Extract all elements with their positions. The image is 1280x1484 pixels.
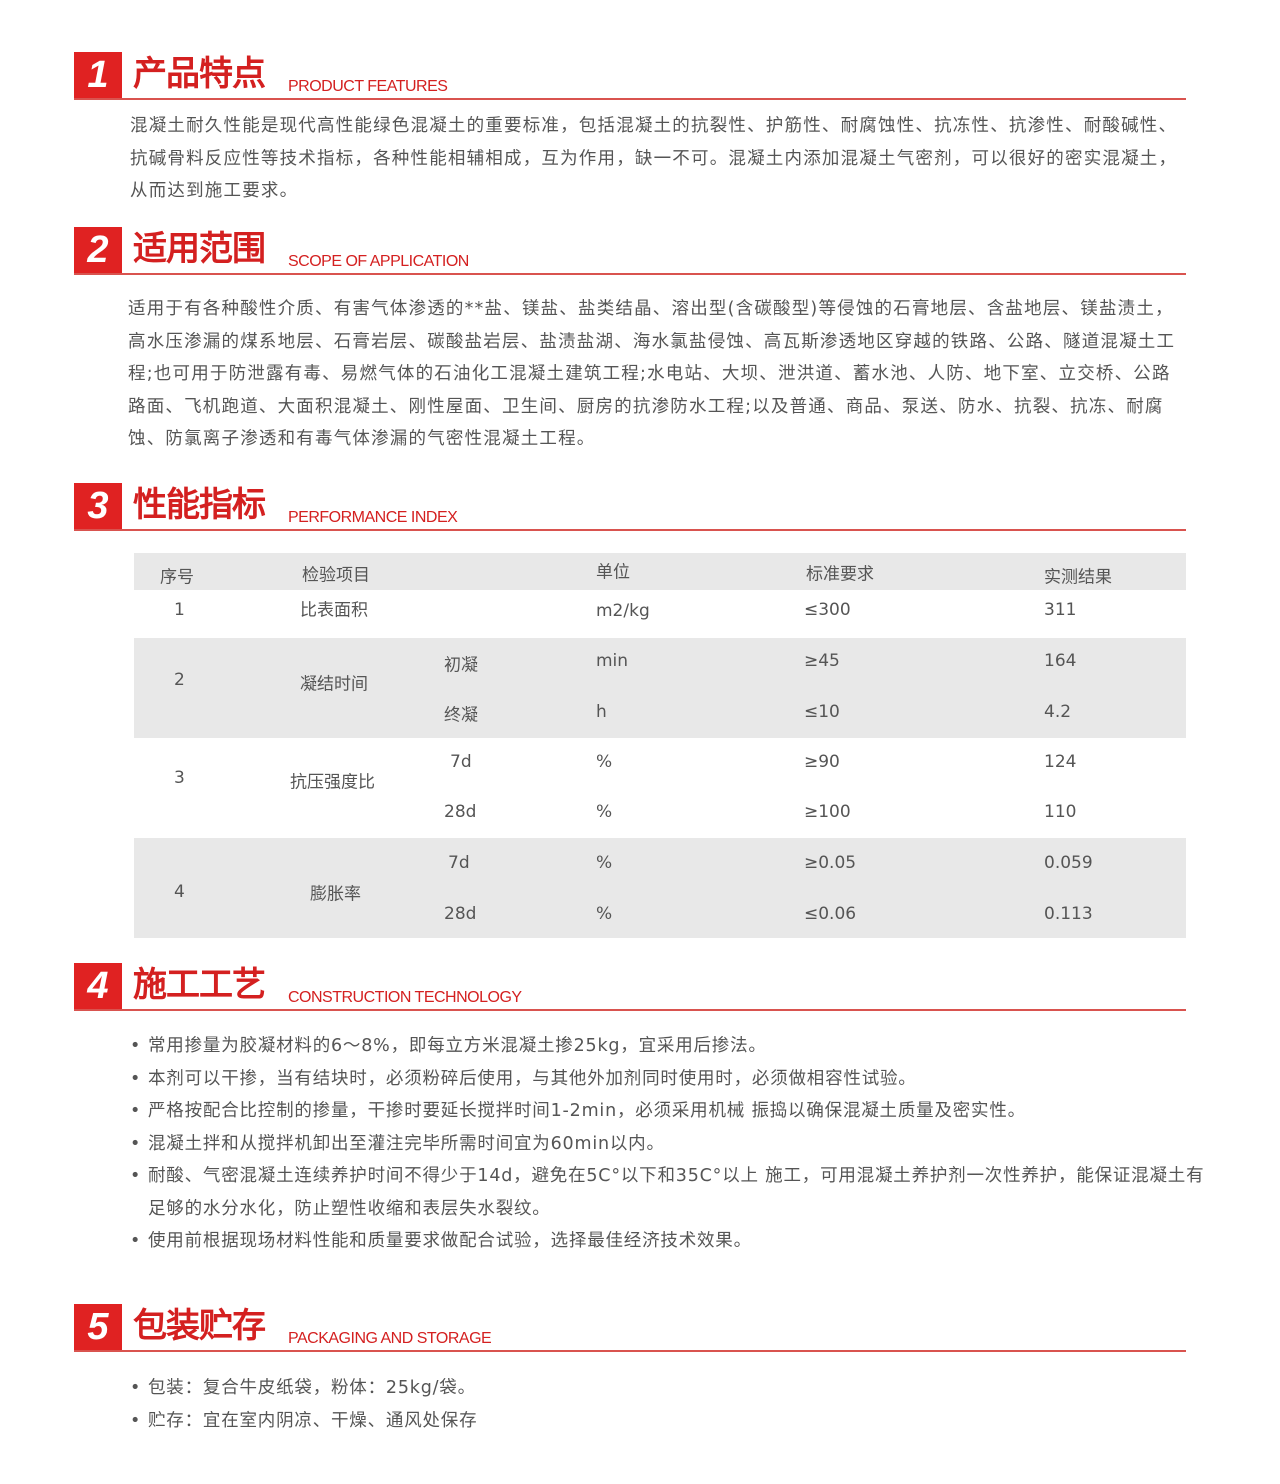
cell-result: 0.113 bbox=[1044, 904, 1093, 924]
cell-standard: ≥100 bbox=[804, 802, 851, 822]
cell-standard: ≥90 bbox=[804, 752, 840, 772]
section-number: 2 bbox=[74, 227, 122, 273]
section-title: 产品特点 bbox=[133, 54, 266, 94]
cell-sub: 7d bbox=[448, 853, 470, 873]
cell-no: 3 bbox=[174, 768, 185, 788]
cell-unit: % bbox=[596, 904, 613, 924]
section-header-construction: 4 施工工艺 CONSTRUCTION TECHNOLOGY bbox=[74, 963, 1186, 1011]
cell-item: 抗压强度比 bbox=[290, 772, 375, 793]
list-item: 贮存：宜在室内阴凉、干燥、通风处保存 bbox=[130, 1405, 1220, 1438]
section-subtitle: PERFORMANCE INDEX bbox=[288, 509, 458, 526]
section-header-features: 1 产品特点 PRODUCT FEATURES bbox=[74, 52, 1186, 100]
cell-result: 311 bbox=[1044, 600, 1077, 620]
header-standard: 标准要求 bbox=[806, 564, 874, 585]
section-header-packaging: 5 包装贮存 PACKAGING AND STORAGE bbox=[74, 1304, 1186, 1352]
cell-unit: min bbox=[596, 651, 629, 671]
cell-result: 164 bbox=[1044, 651, 1077, 671]
table-row: 4 膨胀率 7d % ≥0.05 0.059 28d % ≤0.06 0.113 bbox=[134, 838, 1186, 938]
cell-sub: 7d bbox=[450, 752, 472, 772]
cell-result: 0.059 bbox=[1044, 853, 1093, 873]
cell-item: 膨胀率 bbox=[310, 884, 361, 905]
cell-standard: ≤10 bbox=[804, 702, 840, 722]
section-number: 1 bbox=[74, 52, 122, 98]
cell-sub: 28d bbox=[444, 904, 477, 924]
header-unit: 单位 bbox=[596, 562, 630, 583]
table-header-row: 序号 检验项目 单位 标准要求 实测结果 bbox=[134, 553, 1186, 590]
section-header-performance: 3 性能指标 PERFORMANCE INDEX bbox=[74, 483, 1186, 531]
section-header-scope: 2 适用范围 SCOPE OF APPLICATION bbox=[74, 227, 1186, 275]
cell-unit: m2/kg bbox=[596, 601, 650, 621]
list-item: 耐酸、气密混凝土连续养护时间不得少于14d，避免在5C°以下和35C°以上 施工… bbox=[130, 1160, 1220, 1225]
cell-item: 比表面积 bbox=[300, 600, 368, 621]
cell-standard: ≥0.05 bbox=[804, 853, 857, 873]
section-number: 5 bbox=[74, 1304, 122, 1350]
cell-sub: 初凝 bbox=[444, 655, 478, 676]
section-title: 性能指标 bbox=[133, 485, 266, 525]
cell-sub: 终凝 bbox=[444, 705, 478, 726]
section-subtitle: SCOPE OF APPLICATION bbox=[288, 253, 469, 270]
section-subtitle: PACKAGING AND STORAGE bbox=[288, 1330, 492, 1347]
section-number: 4 bbox=[74, 963, 122, 1009]
cell-no: 4 bbox=[174, 882, 185, 902]
section-title: 施工工艺 bbox=[133, 965, 266, 1005]
cell-unit: % bbox=[596, 853, 613, 873]
cell-item: 凝结时间 bbox=[300, 674, 368, 695]
section-subtitle: CONSTRUCTION TECHNOLOGY bbox=[288, 989, 522, 1006]
section-title: 包装贮存 bbox=[133, 1306, 266, 1346]
list-item: 本剂可以干掺，当有结块时，必须粉碎后使用，与其他外加剂同时使用时，必须做相容性试… bbox=[130, 1063, 1220, 1096]
list-item: 常用掺量为胶凝材料的6～8%，即每立方米混凝土掺25kg，宜采用后掺法。 bbox=[130, 1030, 1220, 1063]
cell-result: 124 bbox=[1044, 752, 1077, 772]
construction-list: 常用掺量为胶凝材料的6～8%，即每立方米混凝土掺25kg，宜采用后掺法。 本剂可… bbox=[130, 1030, 1220, 1258]
packaging-list: 包装：复合牛皮纸袋，粉体：25kg/袋。 贮存：宜在室内阴凉、干燥、通风处保存 bbox=[130, 1372, 1220, 1437]
header-result: 实测结果 bbox=[1044, 567, 1112, 588]
table-row: 2 凝结时间 初凝 min ≥45 164 终凝 h ≤10 4.2 bbox=[134, 638, 1186, 738]
cell-no: 2 bbox=[174, 670, 185, 690]
cell-unit: % bbox=[596, 802, 613, 822]
header-no: 序号 bbox=[160, 567, 194, 588]
header-item: 检验项目 bbox=[302, 565, 370, 586]
table-row: 3 抗压强度比 7d % ≥90 124 28d % ≥100 110 bbox=[134, 738, 1186, 838]
scope-paragraph: 适用于有各种酸性介质、有害气体渗透的**盐、镁盐、盐类结晶、溶出型(含碳酸型)等… bbox=[128, 299, 1176, 449]
section-number: 3 bbox=[74, 483, 122, 529]
cell-unit: % bbox=[596, 752, 613, 772]
cell-sub: 28d bbox=[444, 802, 477, 822]
features-paragraph: 混凝土耐久性能是现代高性能绿色混凝土的重要标准，包括混凝土的抗裂性、护筋性、耐腐… bbox=[130, 116, 1178, 201]
cell-standard: ≤300 bbox=[804, 600, 851, 620]
list-item: 包装：复合牛皮纸袋，粉体：25kg/袋。 bbox=[130, 1372, 1220, 1405]
cell-result: 4.2 bbox=[1044, 702, 1072, 722]
cell-unit: h bbox=[596, 702, 607, 722]
list-item: 使用前根据现场材料性能和质量要求做配合试验，选择最佳经济技术效果。 bbox=[130, 1225, 1220, 1258]
cell-result: 110 bbox=[1044, 802, 1077, 822]
cell-standard: ≤0.06 bbox=[804, 904, 857, 924]
cell-no: 1 bbox=[174, 600, 185, 620]
cell-standard: ≥45 bbox=[804, 651, 840, 671]
table-row: 1 比表面积 m2/kg ≤300 311 bbox=[134, 590, 1186, 638]
list-item: 混凝土拌和从搅拌机卸出至灌注完毕所需时间宜为60min以内。 bbox=[130, 1128, 1220, 1161]
section-subtitle: PRODUCT FEATURES bbox=[288, 78, 448, 95]
section-title: 适用范围 bbox=[133, 229, 266, 269]
list-item: 严格按配合比控制的掺量，干掺时要延长搅拌时间1-2min，必须采用机械 振捣以确… bbox=[130, 1095, 1220, 1128]
